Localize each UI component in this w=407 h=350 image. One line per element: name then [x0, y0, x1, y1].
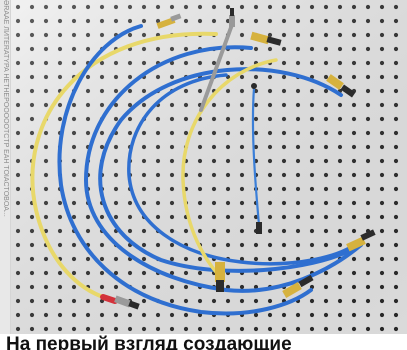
- red-sleeve: [100, 294, 118, 304]
- connector-right-lower: [346, 229, 376, 252]
- connector-bottom-middle: [215, 262, 225, 292]
- blue-cable-third: [98, 67, 353, 273]
- connector-top-steel: [229, 8, 235, 27]
- connector-top-left: [156, 13, 182, 29]
- blue-cable-inner: [127, 73, 363, 266]
- steel-cable: [199, 20, 235, 112]
- pegboard-shading: [11, 0, 407, 334]
- connector-bottom-left: [114, 295, 140, 310]
- connector-right-upper: [326, 74, 356, 98]
- side-text-strip: ƏRAAЕ ЛИTERATYPA HETHEPOOOOOTCTP EAH TOI…: [0, 0, 10, 334]
- yellow-cable-left: [30, 31, 218, 300]
- connector-top-right: [250, 31, 282, 46]
- connector-small-bottom: [256, 222, 262, 234]
- yellow-cable-middle: [181, 58, 278, 282]
- blue-cable-outer: [57, 24, 313, 316]
- product-photo: [10, 0, 407, 334]
- photo-svg: [11, 0, 407, 334]
- connector-small-top: [251, 83, 257, 89]
- thin-blue-cable: [251, 86, 261, 227]
- side-strip-text: ƏRAAЕ ЛИTERATYPA HETHEPOOOOOTCTP EAH TOI…: [2, 0, 9, 217]
- connector-bottom-right: [282, 274, 314, 298]
- blue-cable-second: [83, 45, 363, 293]
- article-caption: На первый взгляд создающие: [6, 334, 292, 350]
